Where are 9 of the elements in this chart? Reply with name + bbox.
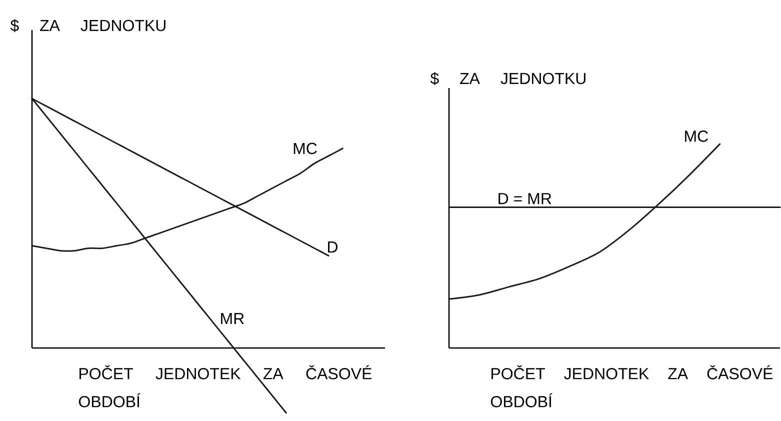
- series-label: MC: [294, 142, 317, 154]
- series-label: D = MR: [498, 193, 552, 204]
- y-axis-title: $ ZA JEDNOTKU: [430, 72, 586, 86]
- x-axis-title: POČET JEDNOTEK ZA ČASOVÉ OBDOBÍ: [78, 365, 372, 408]
- series-label: MC: [685, 130, 708, 142]
- series-label: MR: [221, 313, 244, 324]
- x-axis-title: POČET JEDNOTEK ZA ČASOVÉ OBDOBÍ: [490, 365, 773, 408]
- y-axis-title: $ ZA JEDNOTKU: [10, 19, 166, 32]
- series-label: D: [328, 242, 338, 253]
